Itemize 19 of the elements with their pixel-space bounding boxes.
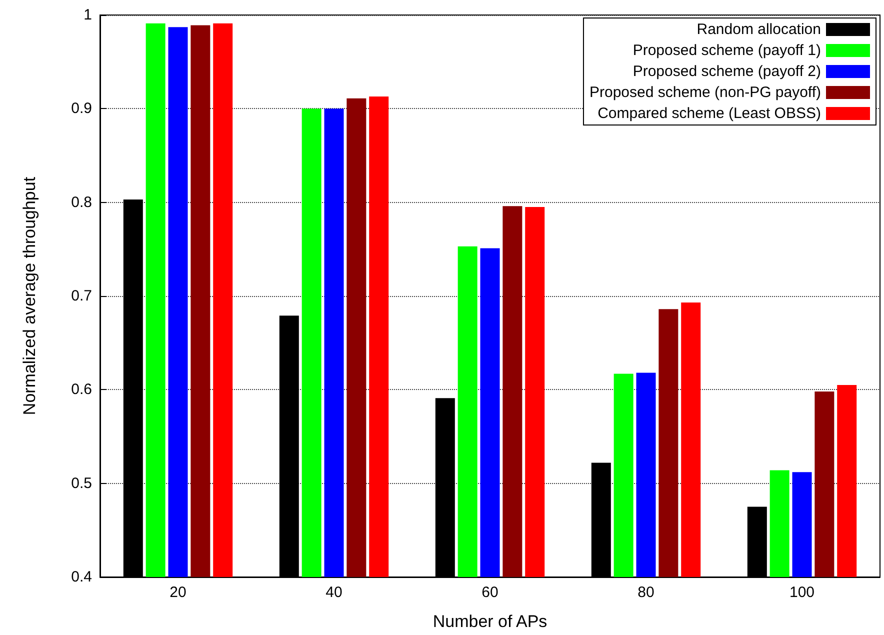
x-tick-label: 20 [170, 584, 186, 601]
x-tick-label: 40 [326, 584, 342, 601]
x-tick-label: 60 [482, 584, 498, 601]
y-tick-label: 0.9 [71, 100, 92, 118]
y-axis-title: Normalized average throughput [20, 176, 39, 416]
y-tick-label: 0.6 [71, 381, 92, 398]
y-tick-label: 1 [84, 6, 92, 24]
x-axis-title: Number of APs [432, 612, 548, 631]
legend-label: Proposed scheme (payoff 2) [632, 63, 821, 80]
x-tick-label: 100 [789, 584, 815, 601]
y-tick-label: 0.7 [71, 288, 92, 304]
legend-label: Compared scheme (Least OBSS) [598, 105, 821, 122]
legend-label: Proposed scheme (non-PG payoff) [589, 84, 821, 101]
x-tick-label: 80 [638, 584, 654, 601]
legend-label: Random allocation [696, 21, 821, 38]
legend-label: Proposed scheme (payoff 1) [632, 42, 821, 59]
y-tick-label: 0.5 [71, 474, 92, 492]
y-tick-label: 0.8 [71, 194, 92, 211]
y-tick-label: 0.4 [71, 568, 92, 586]
